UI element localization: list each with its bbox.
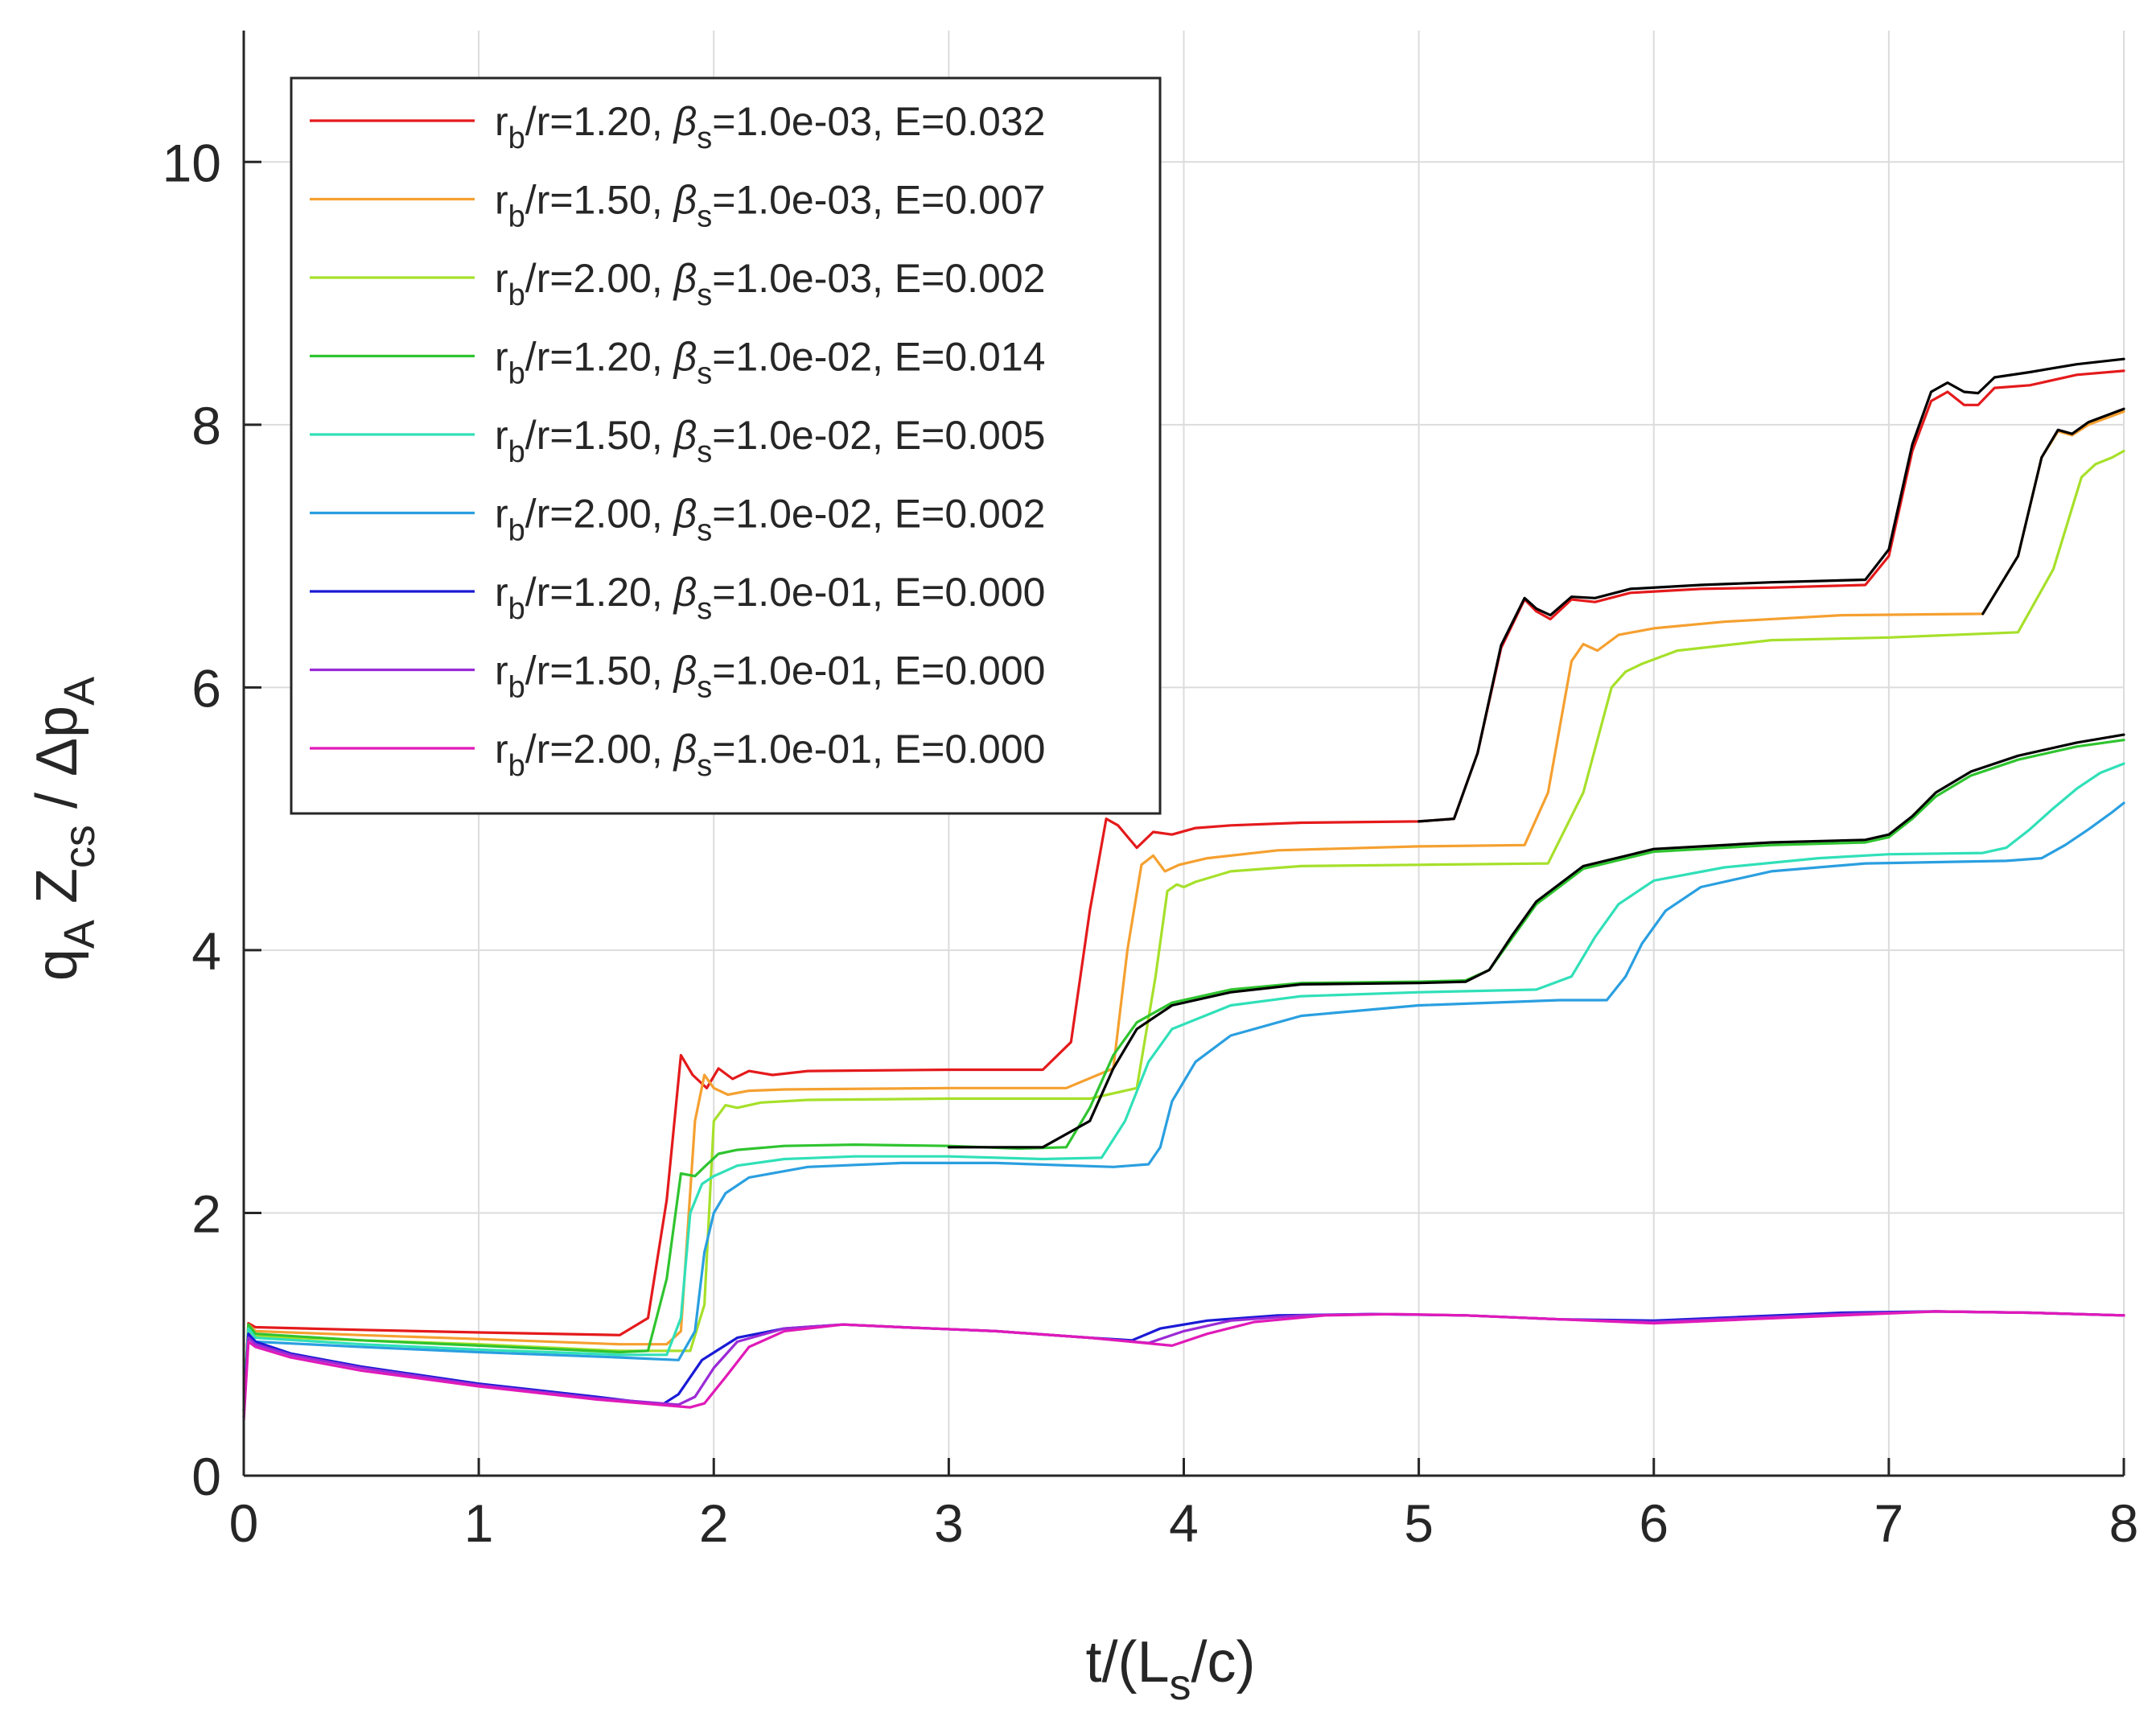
y-tick-label: 6 (191, 658, 221, 718)
legend-label: rb/r=2.00, βs=1.0e-02, E=0.002 (495, 492, 1045, 548)
y-tick-label: 8 (191, 396, 221, 455)
x-tick-label: 8 (2109, 1493, 2139, 1553)
y-axis-label: qA Zcs / ΔpA (25, 677, 104, 981)
legend-box (290, 76, 1162, 815)
legend-label: rb/r=1.20, βs=1.0e-03, E=0.032 (495, 99, 1045, 155)
x-tick-label: 7 (1874, 1493, 1904, 1553)
y-tick-label: 4 (191, 921, 221, 981)
y-tick-label: 2 (191, 1184, 221, 1243)
legend-label: rb/r=1.50, βs=1.0e-01, E=0.000 (495, 649, 1045, 705)
series-line (242, 762, 2125, 1412)
data-series (242, 357, 2125, 1423)
reference-series-line (1981, 407, 2125, 616)
reference-series-line (947, 733, 2125, 1149)
x-tick-label: 0 (229, 1493, 259, 1553)
series-line (242, 410, 2125, 1412)
series-line (242, 1310, 2125, 1423)
y-tick-label: 10 (163, 133, 221, 192)
x-tick-label: 1 (464, 1493, 494, 1553)
legend-label: rb/r=1.20, βs=1.0e-02, E=0.014 (495, 335, 1045, 391)
series-line (242, 801, 2125, 1412)
y-tick-label: 0 (191, 1447, 221, 1506)
series-line (242, 369, 2125, 1412)
tick-labels: 0 1 2 3 4 5 6 7 8 0 2 4 6 8 10 (163, 133, 2139, 1553)
legend-label: rb/r=1.50, βs=1.0e-03, E=0.007 (495, 178, 1045, 234)
x-tick-label: 4 (1169, 1493, 1199, 1553)
series-line (242, 739, 2125, 1412)
legend-label: rb/r=1.50, βs=1.0e-02, E=0.005 (495, 413, 1045, 469)
x-axis-label: t/(Ls/c) (1085, 1630, 1255, 1709)
legend-label: rb/r=1.20, βs=1.0e-01, E=0.000 (495, 570, 1045, 626)
legend-label: rb/r=2.00, βs=1.0e-01, E=0.000 (495, 727, 1045, 783)
reference-series-line (1417, 357, 2125, 823)
series-line (242, 449, 2125, 1412)
legend-label: rb/r=2.00, βs=1.0e-03, E=0.002 (495, 256, 1045, 312)
legend: rb/r=1.20, βs=1.0e-03, E=0.032 rb/r=1.50,… (290, 76, 1162, 815)
axes (242, 31, 2125, 1477)
x-tick-label: 3 (934, 1493, 964, 1553)
x-tick-label: 6 (1639, 1493, 1668, 1553)
x-tick-label: 5 (1404, 1493, 1434, 1553)
x-tick-label: 2 (699, 1493, 729, 1553)
